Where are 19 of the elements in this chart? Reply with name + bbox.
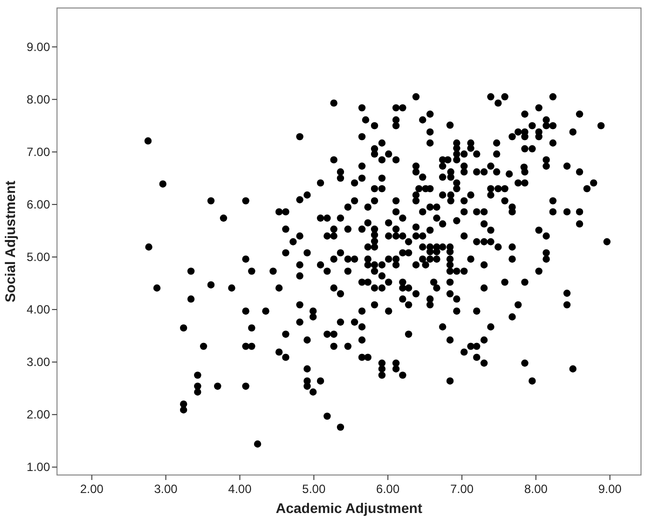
y-tick-label: 4.00 bbox=[26, 302, 50, 317]
y-tick-label: 2.00 bbox=[26, 408, 50, 422]
x-tick-label: 7.00 bbox=[450, 482, 474, 496]
y-axis-title: Social Adjustment bbox=[2, 180, 18, 302]
x-tick-label: 4.00 bbox=[228, 482, 252, 496]
x-tick-label: 5.00 bbox=[302, 482, 326, 496]
y-tick-label: 1.00 bbox=[26, 460, 50, 474]
x-tick-label: 2.00 bbox=[80, 482, 104, 496]
y-tick-label: 7.00 bbox=[26, 144, 50, 159]
x-tick-label: 6.00 bbox=[376, 482, 400, 496]
y-tick-label: 9.00 bbox=[26, 40, 50, 54]
y-tick-label: 3.00 bbox=[26, 355, 50, 370]
x-axis-title: Academic Adjustment bbox=[276, 500, 423, 516]
x-tick-label: 3.00 bbox=[154, 482, 178, 496]
y-tick-label: 6.00 bbox=[26, 197, 50, 212]
x-tick-label: 9.00 bbox=[598, 482, 622, 496]
y-tick-label: 8.00 bbox=[26, 92, 50, 106]
y-tick-label: 5.00 bbox=[26, 250, 50, 264]
x-tick-label: 8.00 bbox=[524, 482, 548, 496]
